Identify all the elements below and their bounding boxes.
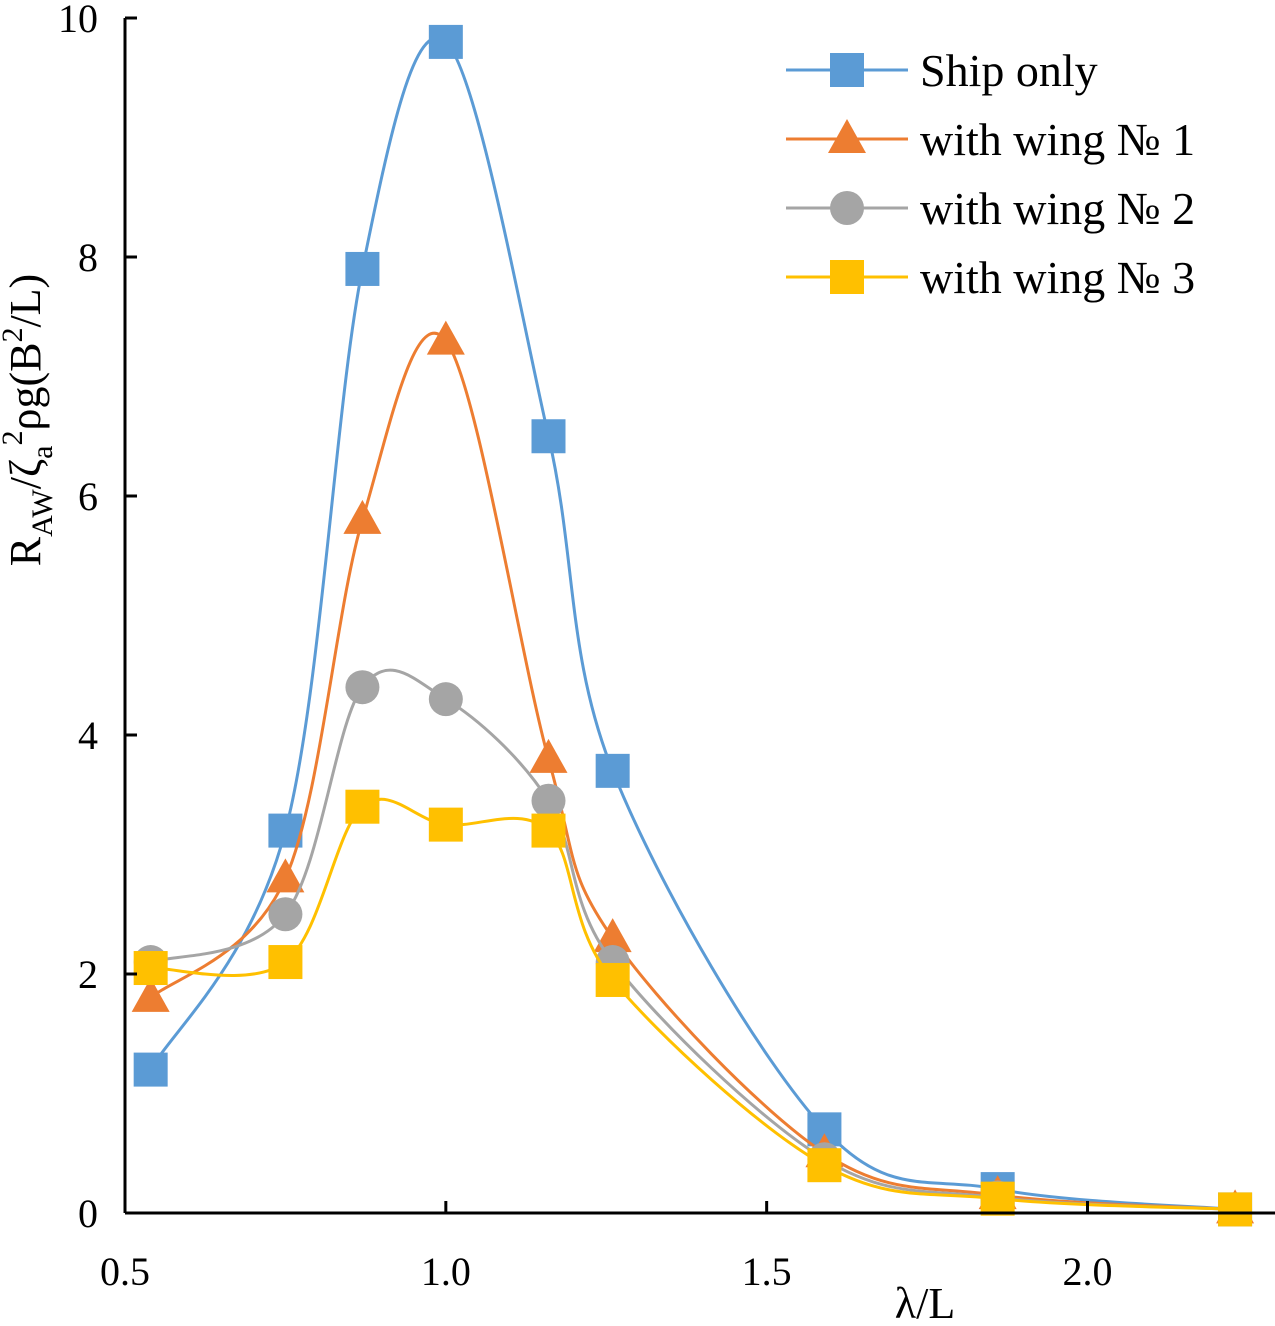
- data-point: [345, 670, 380, 705]
- data-point: [531, 419, 566, 454]
- legend-item: with wing № 1: [786, 114, 1195, 165]
- legend: Ship only with wing № 1 with wing № 2 with …: [786, 45, 1195, 303]
- plot-area: 0 2 4 6 8 10 0.5 1.0 1.5 2.0: [58, 0, 1275, 1294]
- legend-label: with wing № 1: [920, 114, 1195, 165]
- legend-item: with wing № 2: [786, 183, 1195, 234]
- x-axis-title: λ/L: [895, 1279, 955, 1326]
- legend-marker: [830, 53, 864, 87]
- y-tick-label: 4: [78, 713, 98, 758]
- data-point: [345, 251, 380, 286]
- data-point: [529, 738, 568, 773]
- data-point: [131, 977, 170, 1012]
- data-point: [595, 753, 630, 788]
- data-point: [593, 918, 632, 953]
- data-point: [268, 897, 303, 932]
- y-tick-label: 2: [78, 952, 98, 997]
- data-point: [980, 1181, 1015, 1216]
- y-axis-title-end: /L): [1, 274, 50, 328]
- data-point: [133, 951, 168, 986]
- y-tick-label: 10: [58, 0, 98, 41]
- x-tick-label: 0.5: [100, 1249, 150, 1294]
- legend-label: with wing № 2: [920, 183, 1195, 234]
- y-axis-title-mid: /ζ: [1, 459, 50, 489]
- legend-marker: [830, 191, 864, 225]
- data-point: [807, 1148, 842, 1183]
- legend-item: with wing № 3: [786, 252, 1195, 303]
- data-point: [595, 962, 630, 997]
- x-tick-label: 1.0: [421, 1249, 471, 1294]
- y-tick-label: 6: [78, 474, 98, 519]
- data-point: [428, 682, 463, 717]
- data-point: [428, 807, 463, 842]
- data-point: [428, 24, 463, 59]
- y-axis-title-sub1: AW: [26, 489, 59, 537]
- x-tick-label: 1.5: [742, 1249, 792, 1294]
- series-2: [131, 320, 1255, 1224]
- data-point: [343, 499, 382, 534]
- y-axis-title-sup1: 2: [0, 431, 29, 446]
- ticks-layer: 0 2 4 6 8 10 0.5 1.0 1.5 2.0: [58, 0, 1113, 1294]
- data-point: [531, 813, 566, 848]
- y-axis-title-sub2: a: [26, 446, 59, 459]
- series-layer: [131, 24, 1255, 1227]
- data-point: [133, 1052, 168, 1087]
- y-axis-title-main: R: [1, 536, 50, 566]
- series-line: [150, 668, 1236, 1211]
- data-point: [345, 789, 380, 824]
- y-axis-title: RAW/ζa2ρg(B2/L): [0, 274, 59, 566]
- y-tick-label: 0: [78, 1191, 98, 1236]
- legend-marker: [828, 119, 866, 153]
- series-line: [149, 36, 1236, 1211]
- legend-marker: [830, 260, 864, 294]
- series-4: [133, 789, 1253, 1227]
- y-axis-title-rest: ρg(B: [1, 343, 50, 431]
- series-line: [150, 797, 1236, 1211]
- legend-label: Ship only: [920, 45, 1098, 96]
- data-point: [268, 945, 303, 980]
- x-tick-label: 2.0: [1063, 1249, 1113, 1294]
- data-point: [1218, 1192, 1253, 1227]
- legend-label: with wing № 3: [920, 252, 1195, 303]
- y-axis-title-sup2: 2: [0, 328, 29, 343]
- y-tick-label: 8: [78, 235, 98, 280]
- data-point: [531, 783, 566, 818]
- data-point: [426, 320, 465, 355]
- data-point: [266, 858, 305, 893]
- legend-item: Ship only: [786, 45, 1098, 96]
- series-line: [149, 331, 1236, 1211]
